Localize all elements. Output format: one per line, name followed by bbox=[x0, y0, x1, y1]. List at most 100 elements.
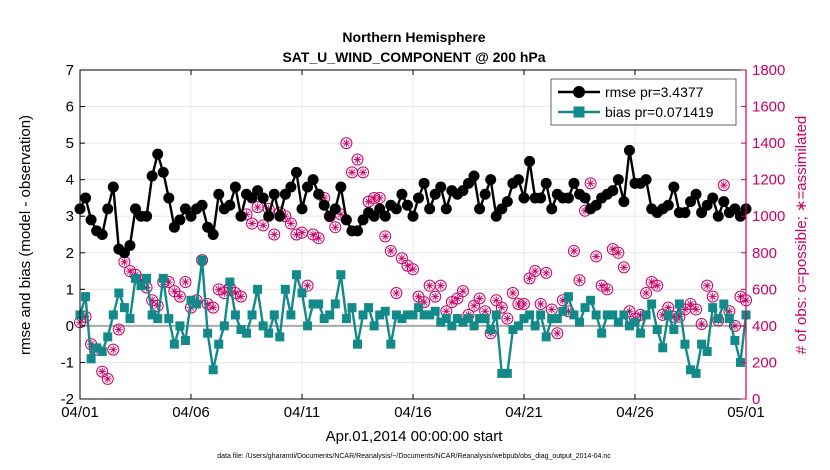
bias-point bbox=[136, 281, 146, 291]
obs-point-spoke bbox=[432, 293, 439, 300]
bias-point bbox=[86, 354, 96, 364]
bias-point bbox=[436, 317, 446, 327]
y2-tick-label: 200 bbox=[752, 354, 777, 371]
obs-point-circle bbox=[551, 327, 564, 340]
y2-tick-label: 1800 bbox=[752, 62, 785, 79]
bias-point bbox=[575, 317, 584, 327]
obs-point-spoke bbox=[554, 330, 561, 337]
obs-point-spoke bbox=[426, 282, 433, 289]
bias-point bbox=[375, 310, 385, 320]
obs-point bbox=[112, 323, 125, 336]
obs-point-spoke bbox=[309, 231, 317, 238]
obs-point-spoke bbox=[437, 282, 444, 289]
obs-point-circle bbox=[651, 279, 664, 292]
obs-point bbox=[301, 279, 314, 292]
bias-point bbox=[480, 314, 490, 324]
bias-point bbox=[641, 310, 651, 320]
bias-point bbox=[158, 273, 168, 283]
obs-point-spoke bbox=[182, 278, 189, 286]
bias-point bbox=[180, 336, 190, 346]
rmse-point bbox=[501, 196, 513, 208]
bias-point bbox=[697, 339, 707, 349]
bias-point bbox=[464, 314, 473, 324]
rmse-point bbox=[85, 214, 97, 226]
obs-point bbox=[173, 290, 186, 303]
obs-point-spoke bbox=[531, 267, 539, 275]
bias-point bbox=[147, 310, 157, 320]
bias-point bbox=[552, 314, 562, 324]
obs-point-spoke bbox=[498, 304, 505, 311]
obs-point-spoke bbox=[698, 320, 705, 328]
obs-point-circle bbox=[695, 318, 708, 331]
obs-point-circle bbox=[540, 266, 553, 279]
obs-point bbox=[384, 244, 397, 257]
bias-point bbox=[647, 299, 657, 309]
y-axis-right: 0 200 400 600 800 1000 1200 1400 1600 1800 bbox=[741, 62, 785, 408]
obs-point-spoke bbox=[576, 277, 583, 284]
rmse-point bbox=[618, 196, 630, 208]
obs-point-circle bbox=[640, 286, 653, 299]
rmse-point bbox=[96, 229, 108, 240]
x-axis: 04/01 04/06 04/11 04/16 04/21 04/26 05/01 bbox=[61, 70, 765, 421]
obs-point-spoke bbox=[537, 300, 544, 308]
rmse-point bbox=[107, 181, 119, 193]
obs-point-spoke bbox=[604, 286, 611, 293]
obs-point-spoke bbox=[121, 258, 128, 266]
y-tick-label: 5 bbox=[66, 135, 74, 152]
bias-point bbox=[541, 332, 551, 342]
bias-point bbox=[735, 357, 745, 367]
rmse-point bbox=[146, 170, 158, 182]
bias-point bbox=[519, 314, 529, 324]
y2-axis-label: # of obs: o=possible; ∗=assimilated bbox=[793, 116, 810, 355]
obs-point-spoke bbox=[692, 306, 700, 313]
bias-point bbox=[602, 310, 612, 320]
obs-point bbox=[456, 285, 469, 298]
rmse-point bbox=[524, 155, 536, 167]
bias-point bbox=[569, 310, 579, 320]
bias-point bbox=[330, 299, 340, 309]
bias-point bbox=[81, 292, 91, 302]
bias-point bbox=[502, 368, 512, 378]
obs-point bbox=[107, 343, 120, 356]
obs-point-spoke bbox=[104, 375, 111, 383]
rmse-point bbox=[257, 192, 269, 204]
bias-point bbox=[530, 321, 540, 331]
obs-point-spoke bbox=[548, 306, 555, 313]
obs-point-spoke bbox=[459, 288, 467, 295]
bias-point bbox=[674, 299, 684, 309]
obs-point bbox=[373, 191, 386, 204]
obs-point bbox=[251, 201, 264, 214]
obs-point bbox=[540, 266, 553, 279]
legend: rmse pr=3.4377 bias pr=0.071419 bbox=[550, 78, 737, 126]
bias-point bbox=[447, 321, 457, 331]
rmse-point bbox=[468, 170, 480, 182]
legend-rmse-label: rmse pr=3.4377 bbox=[605, 84, 704, 100]
obs-point-circle bbox=[284, 217, 297, 230]
obs-point bbox=[473, 292, 486, 305]
bias-point bbox=[219, 321, 229, 331]
bias-point bbox=[341, 314, 351, 324]
obs-point bbox=[706, 290, 719, 303]
obs-point bbox=[340, 137, 353, 150]
chart-title: Northern Hemisphere bbox=[342, 29, 485, 45]
rmse-point bbox=[579, 192, 591, 204]
rmse-point bbox=[607, 185, 619, 197]
obs-point bbox=[284, 217, 297, 230]
obs-point bbox=[407, 263, 419, 276]
obs-point-spoke bbox=[393, 289, 400, 297]
obs-point-spoke bbox=[654, 282, 661, 289]
obs-point bbox=[651, 279, 664, 292]
bias-point bbox=[380, 306, 390, 316]
bias-point bbox=[286, 310, 296, 320]
bias-point bbox=[702, 346, 712, 356]
obs-point-circle bbox=[518, 297, 530, 310]
obs-point-circle bbox=[473, 292, 486, 305]
bias-point bbox=[242, 328, 251, 338]
obs-point-circle bbox=[567, 244, 580, 257]
bias-point bbox=[636, 328, 646, 338]
y2-tick-label: 1200 bbox=[752, 172, 785, 189]
obs-point-spoke bbox=[260, 222, 267, 229]
rmse-point bbox=[690, 188, 702, 200]
obs-point bbox=[501, 312, 514, 325]
rmse-point bbox=[479, 188, 491, 200]
